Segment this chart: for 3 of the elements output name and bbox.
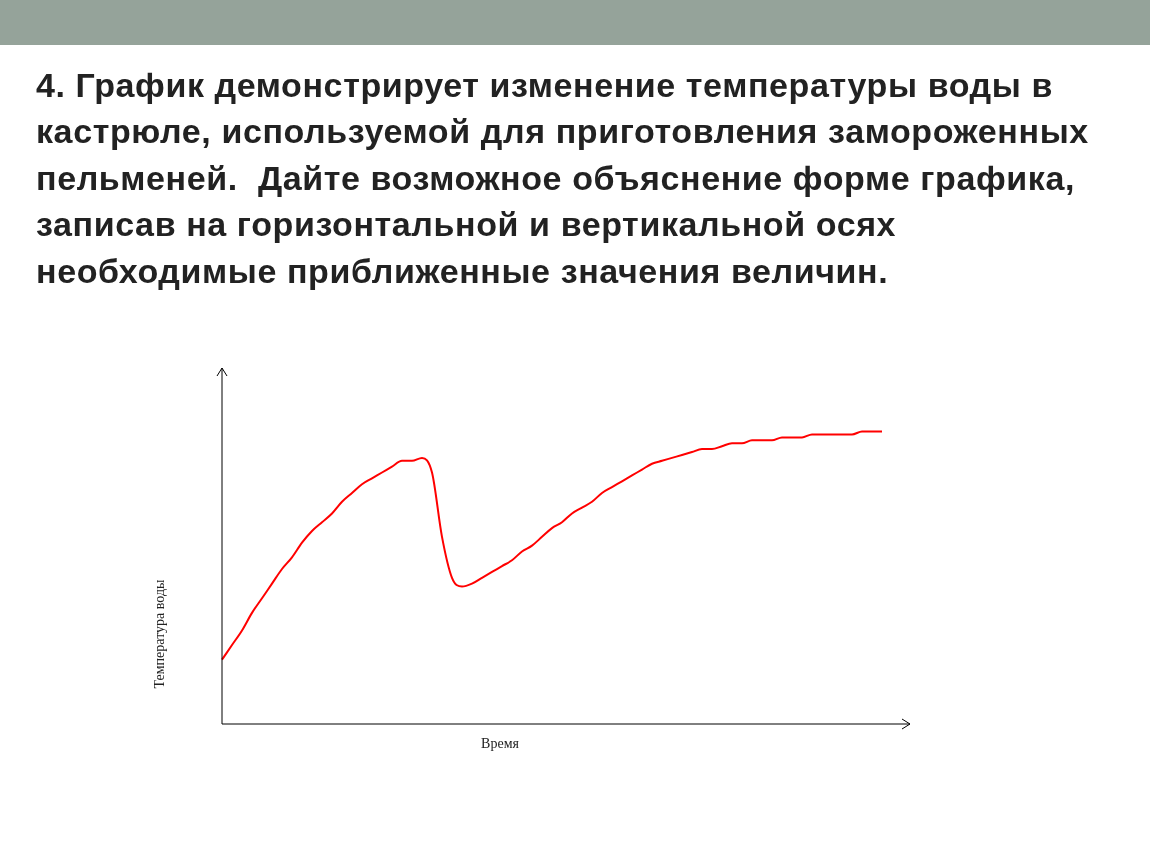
y-axis-title: Температура воды [151,578,167,689]
x-axis-title: Время [481,735,520,751]
chart-title: 4. График демонстрирует изменение температуры воды в кастрюле, используемой для приготовления замороженных пельменей. Дайте возможное объяснение форме графика, записав на горизонтальной и вертикальной осях необходимые приближенные значения величин. [36,65,1090,292]
